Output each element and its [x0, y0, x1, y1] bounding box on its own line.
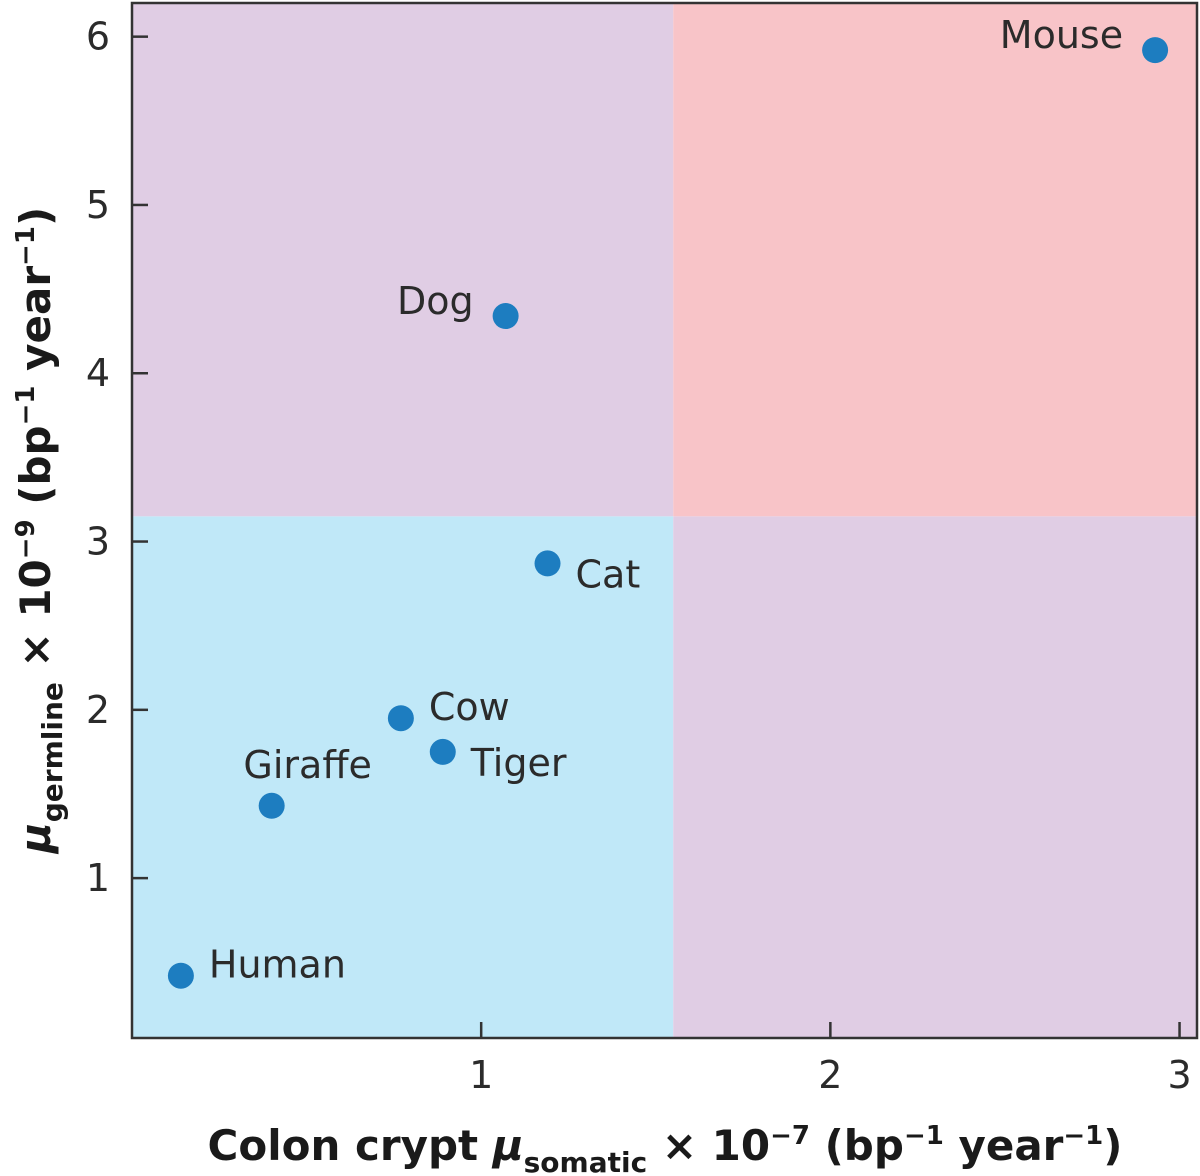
point-label: Giraffe — [243, 743, 371, 787]
data-point — [492, 303, 519, 330]
quadrant-high-high — [673, 3, 1197, 517]
data-point — [534, 550, 561, 577]
data-point — [167, 962, 194, 989]
y-axis-title: μgermline × 10−9 (bp−1 year−1) — [11, 207, 69, 855]
quadrant-high-low — [673, 516, 1197, 1038]
x-tick-label: 2 — [818, 1053, 842, 1097]
data-point — [258, 792, 285, 819]
y-tick-label: 4 — [86, 351, 110, 395]
point-label: Dog — [397, 279, 474, 323]
x-tick-label: 3 — [1167, 1053, 1191, 1097]
y-tick-label: 1 — [86, 856, 110, 900]
point-label: Mouse — [1000, 13, 1123, 57]
plot-frame — [130, 1, 1199, 1040]
x-tick-label: 1 — [469, 1053, 493, 1097]
x-axis-title: Colon crypt μsomatic × 10−7 (bp−1 year−1… — [208, 1121, 1123, 1176]
point-label: Cat — [576, 552, 641, 596]
data-points: Mouse Dog Cat Cow Tiger Giraffe Human — [167, 13, 1169, 989]
point-label: Cow — [429, 685, 510, 729]
y-tick-label: 2 — [86, 688, 110, 732]
point-label: Tiger — [470, 741, 567, 785]
point-label: Human — [209, 943, 346, 987]
quadrant-low-high — [132, 3, 674, 517]
y-tick-label: 6 — [86, 15, 110, 59]
data-point — [429, 738, 456, 765]
quadrant-backgrounds — [132, 3, 1197, 1038]
data-point — [1142, 37, 1169, 64]
y-tick-label: 5 — [86, 183, 110, 227]
axes: 1 2 3 1 2 3 4 5 6 — [86, 1, 1199, 1097]
data-point — [387, 705, 414, 732]
quadrant-low-low — [132, 516, 674, 1038]
y-tick-label: 3 — [86, 520, 110, 564]
